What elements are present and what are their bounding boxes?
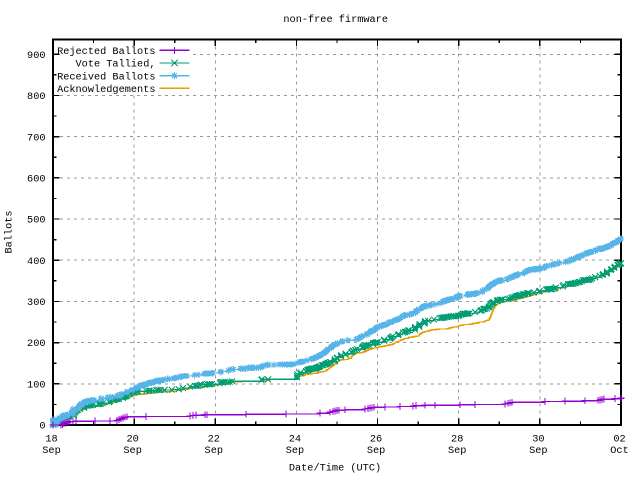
svg-text:28: 28	[451, 433, 463, 445]
svg-text:0: 0	[39, 421, 45, 433]
svg-text:100: 100	[27, 379, 45, 391]
svg-text:Received Ballots: Received Ballots	[57, 71, 155, 83]
svg-text:Sep: Sep	[286, 445, 304, 457]
svg-text:20: 20	[126, 433, 138, 445]
svg-text:500: 500	[27, 215, 45, 227]
svg-text:02: 02	[613, 433, 625, 445]
svg-text:Sep: Sep	[123, 445, 141, 457]
svg-text:18: 18	[45, 433, 57, 445]
svg-text:600: 600	[27, 173, 45, 185]
svg-text:Sep: Sep	[367, 445, 385, 457]
svg-text:Date/Time (UTC): Date/Time (UTC)	[289, 463, 381, 475]
svg-text:800: 800	[27, 91, 45, 103]
svg-text:Vote Tallied,: Vote Tallied,	[76, 59, 156, 71]
svg-text:400: 400	[27, 256, 45, 268]
svg-text:Oct: Oct	[610, 445, 628, 457]
svg-text:Sep: Sep	[205, 445, 223, 457]
svg-text:Sep: Sep	[42, 445, 60, 457]
svg-text:26: 26	[370, 433, 382, 445]
svg-text:200: 200	[27, 338, 45, 350]
svg-text:Sep: Sep	[529, 445, 547, 457]
svg-text:300: 300	[27, 297, 45, 309]
svg-text:non-free firmware: non-free firmware	[283, 14, 388, 26]
svg-text:22: 22	[208, 433, 220, 445]
svg-text:Ballots: Ballots	[4, 210, 16, 253]
svg-text:700: 700	[27, 132, 45, 144]
svg-text:Rejected Ballots: Rejected Ballots	[57, 46, 155, 58]
svg-text:30: 30	[532, 433, 544, 445]
svg-text:900: 900	[27, 50, 45, 62]
svg-text:Acknowledgements: Acknowledgements	[57, 84, 155, 96]
svg-text:Sep: Sep	[448, 445, 466, 457]
svg-text:24: 24	[289, 433, 301, 445]
